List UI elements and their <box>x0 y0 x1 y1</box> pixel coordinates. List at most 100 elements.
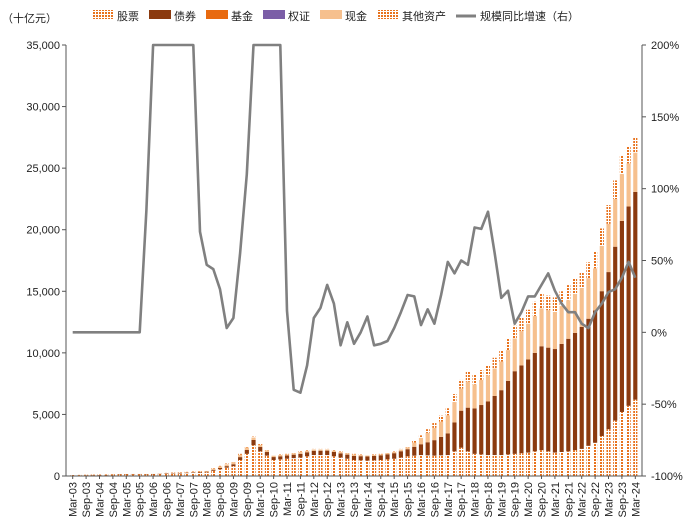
bar-cash <box>593 268 598 311</box>
bar-other <box>271 455 276 456</box>
bar-bond <box>238 457 243 460</box>
bar-cash <box>345 453 350 455</box>
bar-other <box>177 472 182 473</box>
bar-other <box>197 470 203 472</box>
bar-bond <box>177 473 182 474</box>
bar-cash <box>432 427 437 441</box>
bar-stock <box>432 455 437 476</box>
bar-cash <box>278 454 283 457</box>
bar-cash <box>311 449 316 451</box>
bar-cash <box>291 453 296 455</box>
bar-bond <box>311 450 316 456</box>
x-tick-label: Mar-04 <box>94 482 106 517</box>
x-tick-label: Sep-10 <box>269 482 281 517</box>
bar-stock <box>244 453 249 476</box>
legend-swatch-fund <box>206 10 228 19</box>
bar-other <box>372 454 377 455</box>
bar-stock <box>579 448 584 476</box>
bar-bond <box>305 452 310 457</box>
bar-cash <box>499 361 504 391</box>
left-tick-label: 10,000 <box>26 348 60 360</box>
bar-cash <box>184 472 189 473</box>
bar-other <box>398 448 403 450</box>
bar-bond <box>211 469 216 471</box>
bar-other <box>211 468 216 469</box>
bar-cash <box>425 432 430 443</box>
bar-other <box>191 471 196 472</box>
bar-other <box>231 461 236 463</box>
bar-stock <box>385 459 390 476</box>
bar-bond <box>485 401 491 456</box>
bar-cash <box>465 381 470 408</box>
bar-bond <box>606 272 611 430</box>
bar-cash <box>392 451 397 454</box>
bar-other <box>130 473 136 475</box>
legend: 股票 债券 基金 权证 现金 其他资产 规模同比增速（右） <box>92 9 579 23</box>
x-tick-label: Mar-09 <box>228 482 240 517</box>
bar-bond <box>231 464 236 467</box>
bar-stock <box>372 460 377 476</box>
bar-other <box>104 474 109 475</box>
bar-cash <box>385 453 390 455</box>
bar-stock <box>311 455 316 476</box>
bar-cash <box>438 421 444 437</box>
bar-other <box>392 451 397 452</box>
x-tick-label: Sep-20 <box>537 482 549 517</box>
bar-other <box>452 394 457 403</box>
bar-cash <box>305 450 310 453</box>
x-tick-label: Sep-22 <box>590 482 602 517</box>
bar-stock <box>619 411 624 476</box>
bar-bond <box>532 352 537 452</box>
bar-stock <box>164 473 169 476</box>
bar-bond <box>385 454 390 460</box>
bar-bond <box>546 347 551 452</box>
bar-stock <box>110 474 115 476</box>
bar-stock <box>418 455 424 476</box>
legend-swatch-other <box>377 10 399 19</box>
bar-stock <box>539 450 544 476</box>
x-tick-label: Sep-09 <box>242 482 254 517</box>
bar-stock <box>150 474 156 476</box>
bar-bond <box>539 346 544 451</box>
legend-label-fund: 基金 <box>231 9 253 23</box>
bar-other <box>633 137 638 153</box>
bar-stock <box>217 469 223 476</box>
bar-bond <box>264 452 269 456</box>
bar-cash <box>351 454 357 456</box>
bar-other <box>311 448 316 450</box>
x-tick-label: Mar-16 <box>416 482 428 517</box>
bar-bond <box>298 453 303 458</box>
x-tick-label: Mar-08 <box>202 482 214 517</box>
bar-cash <box>586 278 591 319</box>
x-tick-label: Sep-11 <box>295 482 307 517</box>
bar-other <box>619 155 624 175</box>
bar-bond <box>512 371 517 454</box>
bar-bond <box>331 451 336 457</box>
bar-other <box>318 448 323 450</box>
bar-bond <box>392 453 397 459</box>
bar-stock <box>479 454 484 476</box>
bar-cash <box>365 455 370 457</box>
bar-stock <box>298 457 303 476</box>
bar-stock <box>264 455 269 476</box>
bar-bond <box>559 343 564 452</box>
growth-line-path <box>72 43 637 395</box>
bar-other <box>258 443 263 445</box>
bar-bond <box>164 473 169 474</box>
bar-other <box>331 450 336 451</box>
bar-bond <box>244 449 249 454</box>
bar-stock <box>351 459 357 476</box>
bar-stock <box>184 473 189 476</box>
x-tick-label: Sep-18 <box>483 482 495 517</box>
bar-other <box>626 146 631 164</box>
bar-bond <box>599 291 604 436</box>
bar-bond <box>505 380 511 455</box>
bar-bond <box>157 473 162 475</box>
left-tick-label: 0 <box>54 471 60 483</box>
x-tick-label: Mar-22 <box>577 482 589 517</box>
bar-cash <box>405 447 410 450</box>
bar-cash <box>211 468 216 470</box>
bar-bond <box>224 466 229 468</box>
bar-cash <box>284 454 290 456</box>
bar-cash <box>479 379 484 406</box>
